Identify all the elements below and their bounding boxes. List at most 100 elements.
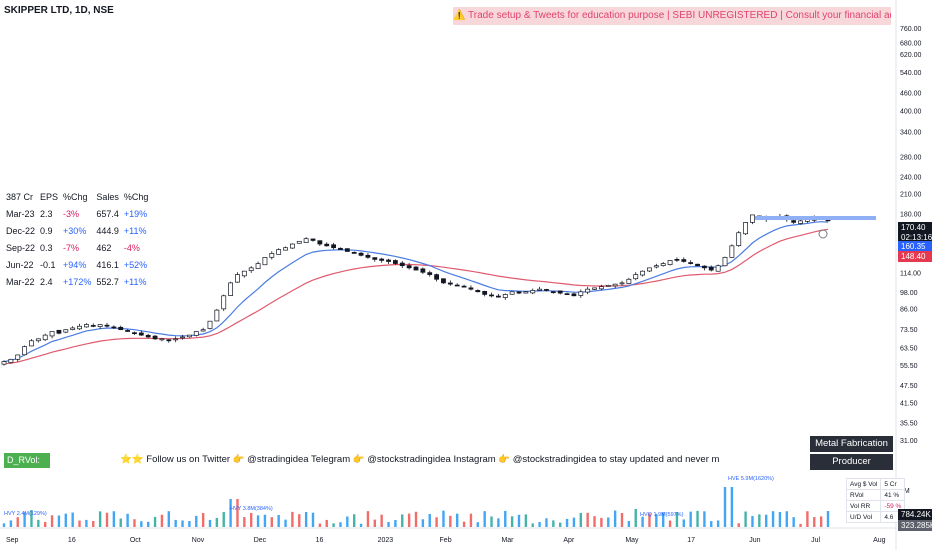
candle[interactable]: [221, 294, 227, 312]
candle[interactable]: [365, 252, 371, 259]
candle[interactable]: [283, 246, 288, 251]
candle[interactable]: [132, 331, 137, 336]
candle[interactable]: [83, 323, 89, 328]
candle[interactable]: [708, 265, 714, 272]
candle[interactable]: [186, 334, 192, 338]
candle[interactable]: [56, 329, 62, 335]
candle[interactable]: [653, 263, 659, 269]
candle[interactable]: [516, 291, 522, 295]
candle[interactable]: [310, 238, 316, 242]
candle[interactable]: [317, 240, 323, 246]
candle[interactable]: [667, 260, 673, 266]
candle[interactable]: [8, 358, 14, 364]
candle[interactable]: [461, 284, 467, 288]
candle[interactable]: [248, 266, 254, 273]
candle[interactable]: [701, 265, 707, 271]
candle[interactable]: [447, 280, 453, 286]
candle[interactable]: [537, 286, 543, 291]
candle[interactable]: [269, 251, 275, 260]
candle[interactable]: [235, 272, 240, 283]
candle[interactable]: [441, 278, 446, 284]
candle[interactable]: [605, 284, 611, 287]
candle[interactable]: [49, 331, 55, 339]
candle[interactable]: [15, 354, 21, 362]
candle[interactable]: [276, 248, 282, 255]
candle[interactable]: [619, 280, 625, 286]
candle[interactable]: [173, 336, 179, 343]
candle[interactable]: [90, 323, 96, 328]
candle[interactable]: [612, 283, 618, 289]
candle[interactable]: [530, 288, 536, 295]
candle[interactable]: [585, 286, 591, 295]
candle[interactable]: [509, 291, 515, 295]
candle[interactable]: [544, 288, 549, 292]
candle[interactable]: [351, 251, 357, 254]
candle[interactable]: [399, 261, 405, 269]
candle[interactable]: [743, 222, 749, 236]
candle[interactable]: [475, 289, 481, 293]
candle[interactable]: [598, 284, 604, 291]
candle[interactable]: [207, 320, 213, 330]
candle[interactable]: [125, 329, 131, 332]
candle[interactable]: [592, 287, 597, 290]
candle[interactable]: [200, 327, 206, 332]
candle[interactable]: [1, 360, 7, 366]
candle[interactable]: [180, 335, 185, 340]
candle[interactable]: [550, 291, 556, 294]
candle[interactable]: [358, 252, 364, 257]
candle[interactable]: [338, 247, 343, 250]
candle[interactable]: [118, 325, 124, 331]
candle[interactable]: [138, 330, 144, 336]
candle[interactable]: [296, 240, 302, 244]
candle[interactable]: [193, 330, 199, 337]
candle[interactable]: [228, 281, 234, 296]
candle[interactable]: [289, 243, 295, 249]
candle[interactable]: [468, 285, 474, 291]
candle[interactable]: [63, 329, 69, 334]
candle[interactable]: [379, 257, 385, 263]
candle[interactable]: [674, 257, 680, 262]
candle[interactable]: [626, 277, 632, 284]
candle[interactable]: [344, 248, 350, 252]
candle[interactable]: [715, 264, 721, 272]
candle[interactable]: [736, 231, 742, 247]
candle[interactable]: [640, 270, 646, 277]
candle[interactable]: [29, 339, 34, 347]
candle[interactable]: [145, 333, 151, 339]
candle[interactable]: [427, 270, 433, 277]
candle[interactable]: [70, 326, 76, 331]
candle[interactable]: [214, 308, 220, 322]
candle[interactable]: [750, 214, 755, 225]
candle[interactable]: [77, 323, 82, 330]
candle[interactable]: [688, 260, 694, 265]
candle[interactable]: [695, 263, 700, 267]
candle[interactable]: [372, 257, 378, 262]
candle[interactable]: [97, 324, 103, 330]
candle[interactable]: [303, 237, 309, 243]
candle[interactable]: [798, 219, 803, 225]
candle[interactable]: [152, 334, 158, 340]
candle[interactable]: [681, 257, 687, 263]
candle[interactable]: [262, 257, 268, 266]
candle[interactable]: [633, 272, 639, 281]
candle[interactable]: [495, 293, 501, 298]
candle[interactable]: [489, 292, 494, 298]
candle[interactable]: [104, 322, 110, 328]
candle[interactable]: [392, 259, 398, 265]
candle[interactable]: [324, 242, 330, 247]
candle[interactable]: [557, 290, 563, 295]
candle[interactable]: [406, 263, 412, 270]
candle[interactable]: [241, 270, 247, 278]
candle[interactable]: [729, 244, 735, 258]
candle[interactable]: [42, 333, 48, 341]
candle[interactable]: [722, 256, 728, 267]
candle[interactable]: [571, 292, 577, 297]
candle[interactable]: [791, 219, 797, 224]
candle[interactable]: [413, 265, 419, 271]
candle[interactable]: [111, 325, 117, 329]
candle[interactable]: [386, 258, 391, 264]
candle[interactable]: [482, 290, 488, 297]
candle[interactable]: [331, 242, 337, 250]
candle[interactable]: [660, 262, 666, 267]
